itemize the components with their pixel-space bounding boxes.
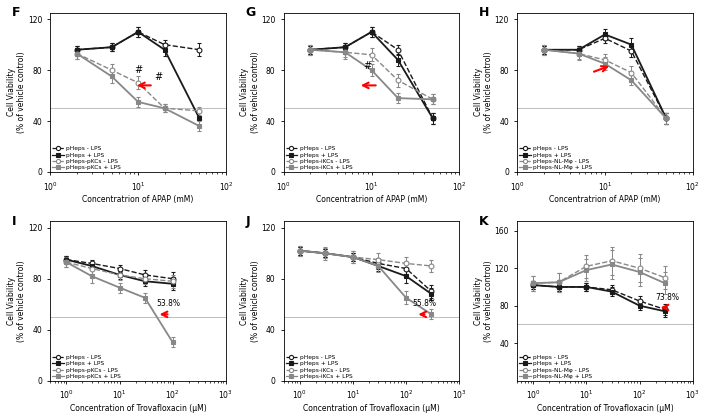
Text: #: # <box>134 65 142 75</box>
Text: H: H <box>479 6 489 19</box>
Y-axis label: Cell Viability
(% of vehicle control): Cell Viability (% of vehicle control) <box>240 260 259 342</box>
X-axis label: Concentratrion of APAP (mM): Concentratrion of APAP (mM) <box>316 195 427 205</box>
Y-axis label: Cell Viability
(% of vehicle control): Cell Viability (% of vehicle control) <box>7 260 26 342</box>
Text: K: K <box>479 215 489 228</box>
Text: G: G <box>245 6 255 19</box>
Legend: pHeps - LPS, pHeps + LPS, pHeps-NL-Mφ - LPS, pHeps-NL-Mφ + LPS: pHeps - LPS, pHeps + LPS, pHeps-NL-Mφ - … <box>519 146 592 170</box>
Text: #: # <box>363 61 372 71</box>
Text: #: # <box>154 71 163 81</box>
Legend: pHeps - LPS, pHeps + LPS, pHeps-pKCs - LPS, pHeps-pKCs + LPS: pHeps - LPS, pHeps + LPS, pHeps-pKCs - L… <box>52 355 121 379</box>
Legend: pHeps - LPS, pHeps + LPS, pHeps-pKCs - LPS, pHeps-pKCs + LPS: pHeps - LPS, pHeps + LPS, pHeps-pKCs - L… <box>52 146 121 170</box>
X-axis label: Concentration of Trovafloxacin (μM): Concentration of Trovafloxacin (μM) <box>537 404 673 413</box>
Text: I: I <box>12 215 16 228</box>
Text: 53.8%: 53.8% <box>157 299 181 308</box>
X-axis label: Concentratrion of APAP (mM): Concentratrion of APAP (mM) <box>83 195 194 205</box>
Y-axis label: Cell Viability
(% of vehicle control): Cell Viability (% of vehicle control) <box>474 260 493 342</box>
Text: J: J <box>245 215 250 228</box>
Y-axis label: Cell Viability
(% of vehicle control): Cell Viability (% of vehicle control) <box>240 52 259 133</box>
Text: 55.8%: 55.8% <box>412 299 436 308</box>
X-axis label: Concentratrion of APAP (mM): Concentratrion of APAP (mM) <box>549 195 660 205</box>
Y-axis label: Cell Viability
(% of vehicle control): Cell Viability (% of vehicle control) <box>7 52 26 133</box>
Legend: pHeps - LPS, pHeps + LPS, pHeps-NL-Mφ - LPS, pHeps-NL-Mφ + LPS: pHeps - LPS, pHeps + LPS, pHeps-NL-Mφ - … <box>519 355 592 379</box>
Text: 73.8%: 73.8% <box>655 293 679 302</box>
Legend: pHeps - LPS, pHeps + LPS, pHeps-iKCs - LPS, pHeps-iKCs + LPS: pHeps - LPS, pHeps + LPS, pHeps-iKCs - L… <box>286 146 352 170</box>
Legend: pHeps - LPS, pHeps + LPS, pHeps-iKCs - LPS, pHeps-iKCs + LPS: pHeps - LPS, pHeps + LPS, pHeps-iKCs - L… <box>286 355 352 379</box>
X-axis label: Concentration of Trovafloxacin (μM): Concentration of Trovafloxacin (μM) <box>303 404 440 413</box>
Y-axis label: Cell Viability
(% of vehicle control): Cell Viability (% of vehicle control) <box>474 52 493 133</box>
X-axis label: Concentration of Trovafloxacin (μM): Concentration of Trovafloxacin (μM) <box>70 404 206 413</box>
Text: F: F <box>12 6 21 19</box>
